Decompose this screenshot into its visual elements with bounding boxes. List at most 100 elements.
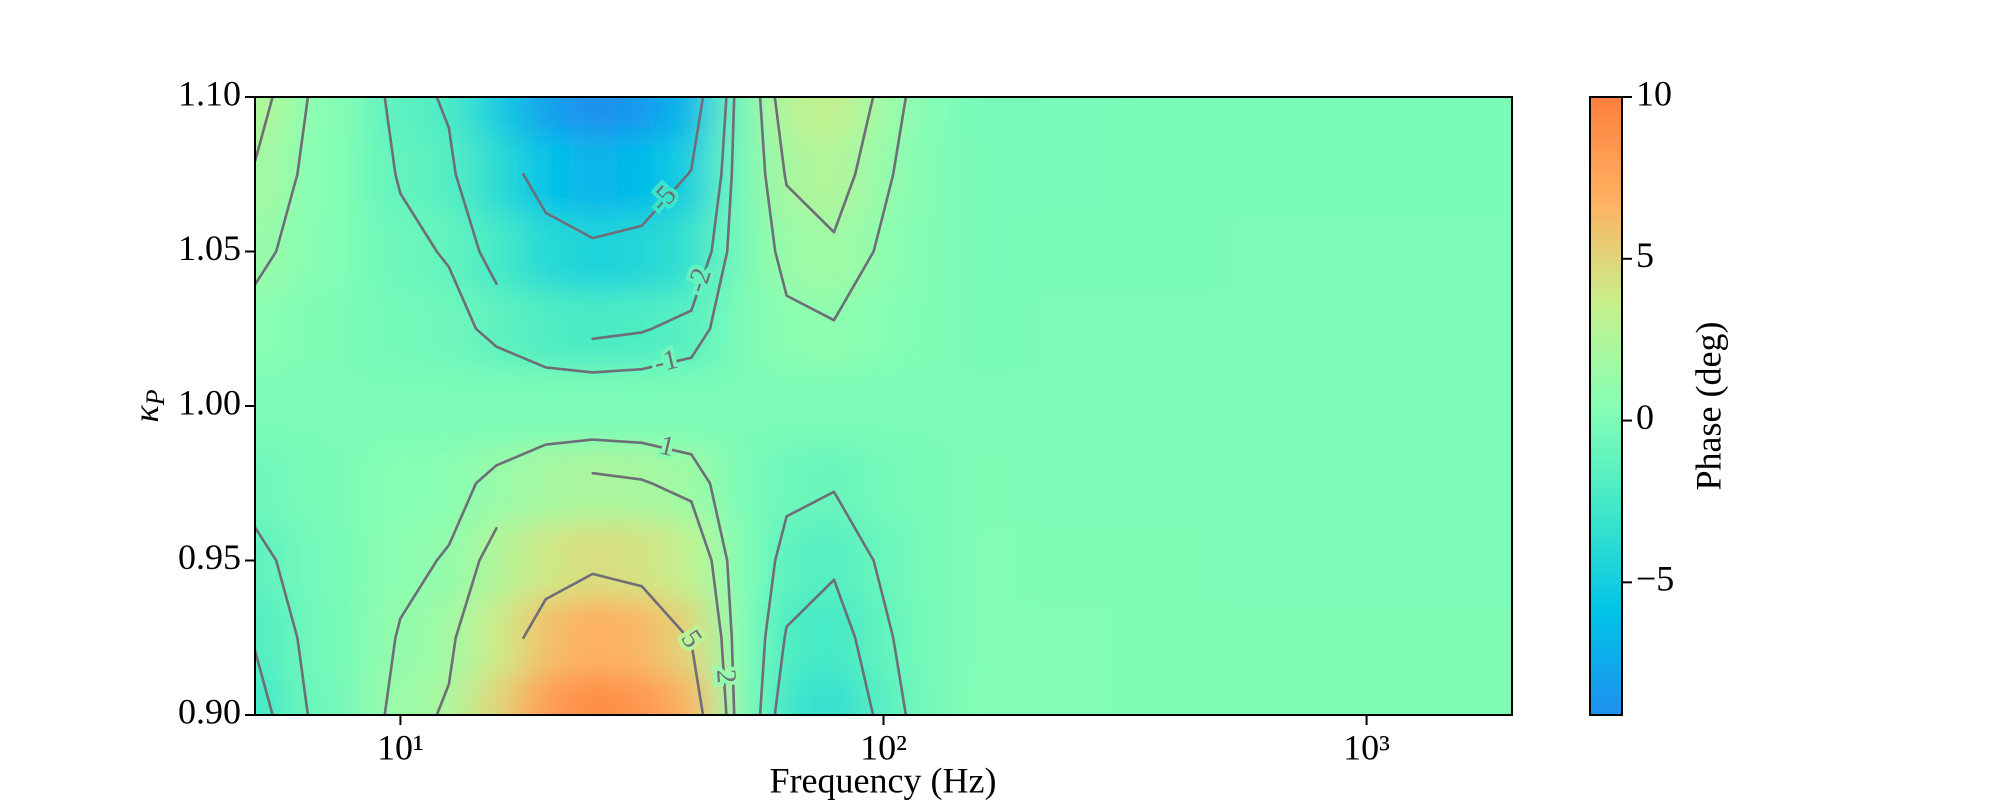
heatmap-cell [955, 444, 1029, 523]
heatmap-cell [666, 367, 716, 446]
heatmap-cell [569, 97, 618, 137]
heatmap-cell [858, 521, 909, 600]
heatmap-cell [666, 290, 716, 368]
heatmap-cell [1221, 676, 1319, 715]
heatmap-cell [714, 367, 763, 446]
colorbar [1590, 97, 1622, 715]
heatmap-cell [1318, 367, 1440, 446]
heatmap-cell [255, 97, 291, 137]
heatmap-cell [521, 135, 570, 214]
heatmap-cell [907, 212, 957, 291]
heatmap-cell [617, 444, 668, 523]
heatmap-cell [762, 290, 811, 368]
heatmap-cell [955, 135, 1029, 214]
heatmap-cell [810, 676, 860, 715]
heatmap-cell [521, 599, 570, 677]
heatmap-cell [762, 212, 811, 291]
heatmap-cell [1221, 599, 1319, 677]
heatmap-cell [810, 521, 860, 600]
heatmap-cell [255, 367, 291, 446]
heatmap-cell [569, 521, 618, 600]
heatmap-cell [290, 97, 364, 137]
heatmap-cell [290, 367, 364, 446]
heatmap-cell [666, 212, 716, 291]
contour-line [255, 97, 908, 715]
heatmap-cell [1221, 521, 1319, 600]
heatmap-cell [255, 135, 291, 214]
heatmap-cell [666, 135, 716, 214]
y-tick-label: 1.00 [178, 382, 241, 422]
heatmap-cell [521, 444, 570, 523]
heatmap-cell [810, 599, 860, 677]
heatmap-cell [1318, 290, 1440, 368]
heatmap-cell [569, 135, 618, 214]
heatmap-cell [714, 290, 763, 368]
heatmap-cell [255, 676, 291, 715]
heatmap-cell [521, 290, 570, 368]
heatmap-cell [424, 444, 474, 523]
heatmap-cell [666, 97, 716, 137]
y-tick-label: 0.90 [178, 691, 241, 731]
heatmap-cell [1124, 135, 1223, 214]
heatmap-cell [424, 97, 474, 137]
contour-line [522, 97, 705, 240]
heatmap-cell [290, 135, 364, 214]
heatmap-cell [290, 599, 364, 677]
heatmap-cell [810, 290, 860, 368]
heatmap-cell [255, 290, 291, 368]
heatmap-cell [955, 290, 1029, 368]
heatmap-cell [1124, 444, 1223, 523]
heatmap-cell [1439, 97, 1512, 137]
heatmap-cell [569, 599, 618, 677]
heatmap-cell [858, 444, 909, 523]
heatmap-cell [955, 367, 1029, 446]
x-tick-label: 10¹ [377, 727, 424, 767]
heatmap-cell [1439, 367, 1512, 446]
heatmap-cell [290, 521, 364, 600]
heatmap-cell [1318, 135, 1440, 214]
heatmap-cell [907, 97, 957, 137]
heatmap-cell [1124, 676, 1223, 715]
heatmap-cell [363, 212, 426, 291]
heatmap-cell [521, 521, 570, 600]
heatmap-cell [1028, 521, 1126, 600]
colorbar-tick-label: −5 [1636, 559, 1674, 599]
heatmap-cell [762, 676, 811, 715]
heatmap-cell [810, 135, 860, 214]
heatmap-cell [858, 599, 909, 677]
heatmap-cell [569, 212, 618, 291]
heatmap-cell [363, 97, 426, 137]
heatmap-cell [810, 444, 860, 523]
heatmap-cell [858, 290, 909, 368]
y-axis-label: κP [126, 389, 170, 422]
heatmap-cell [363, 444, 426, 523]
heatmap-cell [1028, 444, 1126, 523]
heatmap-cell [1439, 212, 1512, 291]
heatmap-cell [290, 444, 364, 523]
heatmap-cell [1439, 444, 1512, 523]
heatmap-cell [1439, 599, 1512, 677]
heatmap-cell [363, 290, 426, 368]
heatmap-cell [907, 599, 957, 677]
heatmap-cell [955, 97, 1029, 137]
heatmap-cell [1221, 97, 1319, 137]
colorbar-tick-label: 10 [1636, 73, 1672, 113]
y-tick-label: 0.95 [178, 537, 241, 577]
heatmap-cell [521, 676, 570, 715]
contour-line [255, 97, 875, 715]
heatmap-cell [762, 521, 811, 600]
contour-line [255, 97, 908, 715]
x-tick-label: 10³ [1343, 727, 1390, 767]
heatmap-cell [1439, 290, 1512, 368]
heatmap-cell [472, 444, 522, 523]
heatmap-cell [907, 135, 957, 214]
heatmap-cell [472, 135, 522, 214]
heatmap-cell [472, 599, 522, 677]
heatmap-cell [472, 676, 522, 715]
heatmap-cell [1221, 290, 1319, 368]
heatmap-cell [907, 521, 957, 600]
heatmap-cell [424, 367, 474, 446]
y-tick-label: 1.10 [178, 73, 241, 113]
heatmap-cell [1439, 135, 1512, 214]
heatmap-cell [617, 97, 668, 137]
